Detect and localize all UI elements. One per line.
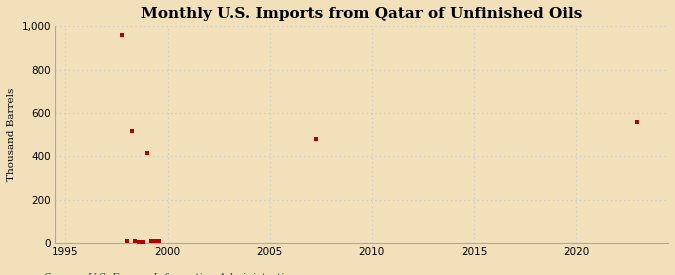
Y-axis label: Thousand Barrels: Thousand Barrels [7, 88, 16, 181]
Point [146, 238, 157, 243]
Point [310, 137, 321, 141]
Text: Source: U.S. Energy Information Administration: Source: U.S. Energy Information Administ… [44, 274, 297, 275]
Point [126, 129, 137, 134]
Title: Monthly U.S. Imports from Qatar of Unfinished Oils: Monthly U.S. Imports from Qatar of Unfin… [141, 7, 583, 21]
Point [142, 151, 153, 155]
Point [632, 119, 643, 124]
Point [122, 239, 132, 243]
Point [154, 239, 165, 243]
Point [130, 239, 140, 244]
Point [138, 240, 148, 244]
Point [116, 33, 127, 37]
Point [134, 240, 144, 244]
Point [150, 239, 161, 243]
